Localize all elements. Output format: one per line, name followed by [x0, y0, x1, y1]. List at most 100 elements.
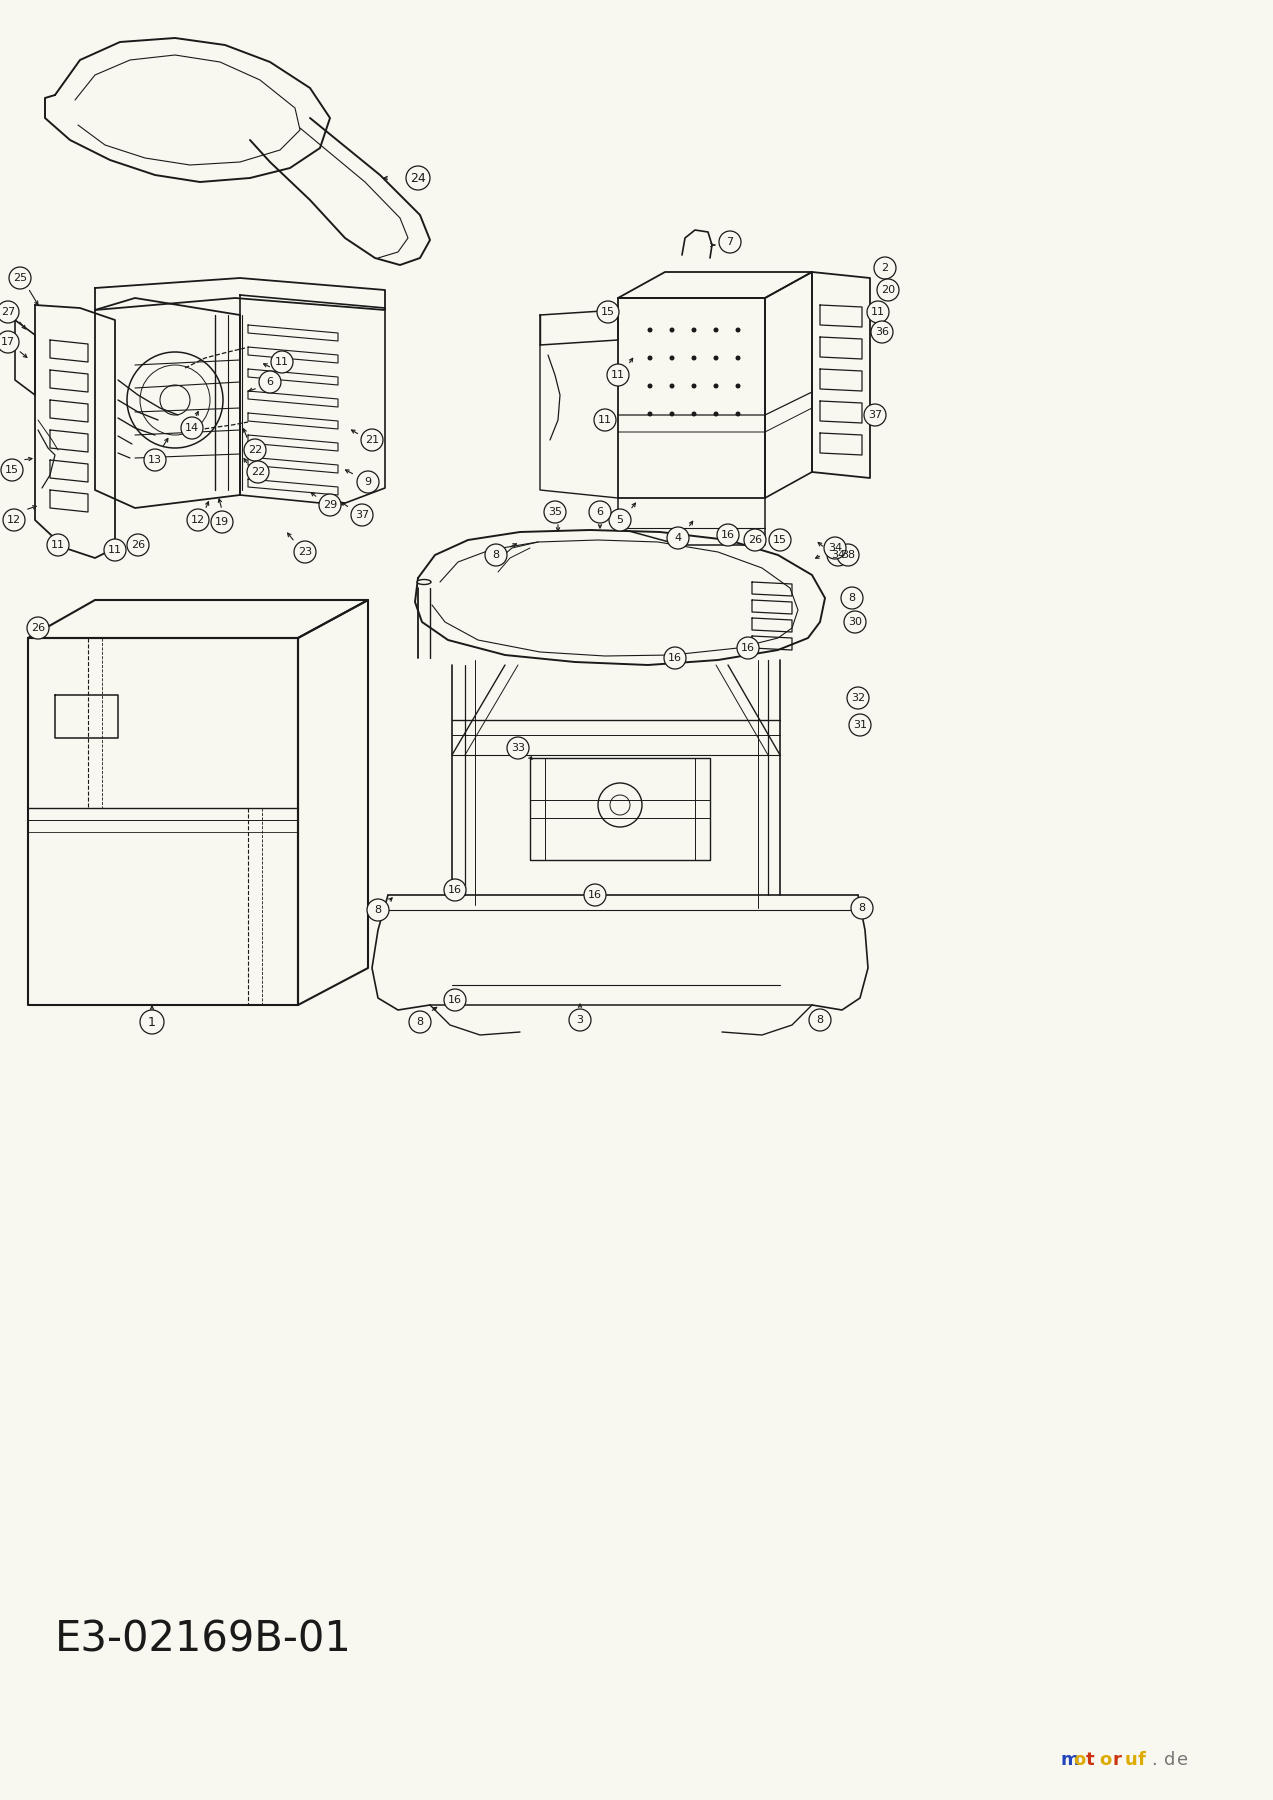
Circle shape: [181, 418, 202, 439]
Text: 8: 8: [816, 1015, 824, 1024]
Text: e: e: [1178, 1751, 1188, 1769]
Circle shape: [356, 472, 379, 493]
Text: 9: 9: [364, 477, 372, 488]
Circle shape: [589, 500, 611, 524]
Circle shape: [351, 504, 373, 526]
Text: 6: 6: [597, 508, 603, 517]
Text: 37: 37: [355, 509, 369, 520]
Circle shape: [844, 610, 866, 634]
Text: 35: 35: [547, 508, 561, 517]
Text: 8: 8: [493, 551, 499, 560]
Text: o: o: [1099, 1751, 1111, 1769]
Text: 11: 11: [611, 371, 625, 380]
Text: 29: 29: [323, 500, 337, 509]
Circle shape: [584, 884, 606, 905]
Text: 8: 8: [416, 1017, 424, 1028]
Text: 23: 23: [298, 547, 312, 556]
Circle shape: [27, 617, 48, 639]
Text: 16: 16: [721, 529, 735, 540]
Circle shape: [691, 328, 696, 333]
Circle shape: [648, 412, 653, 416]
Circle shape: [0, 331, 19, 353]
Text: 13: 13: [148, 455, 162, 464]
Text: 2: 2: [881, 263, 889, 274]
Text: 11: 11: [108, 545, 122, 554]
Circle shape: [736, 356, 741, 360]
Text: 12: 12: [191, 515, 205, 526]
Text: 6: 6: [266, 376, 274, 387]
Circle shape: [367, 898, 390, 922]
Circle shape: [507, 736, 530, 760]
Circle shape: [648, 383, 653, 389]
Text: 15: 15: [5, 464, 19, 475]
Text: 7: 7: [727, 238, 733, 247]
Circle shape: [670, 412, 675, 416]
Text: 36: 36: [875, 328, 889, 337]
Text: 30: 30: [848, 617, 862, 626]
Text: 12: 12: [6, 515, 22, 526]
Circle shape: [258, 371, 281, 392]
Circle shape: [736, 328, 741, 333]
Text: 27: 27: [1, 308, 15, 317]
Text: 31: 31: [853, 720, 867, 731]
Circle shape: [737, 637, 759, 659]
Circle shape: [824, 536, 847, 560]
Text: 21: 21: [365, 436, 379, 445]
Circle shape: [736, 412, 741, 416]
Text: 34: 34: [831, 551, 845, 560]
Circle shape: [444, 988, 466, 1012]
Circle shape: [406, 166, 430, 191]
Circle shape: [769, 529, 791, 551]
Circle shape: [875, 257, 896, 279]
Text: E3-02169B-01: E3-02169B-01: [55, 1618, 351, 1661]
Circle shape: [691, 412, 696, 416]
Circle shape: [187, 509, 209, 531]
Text: 22: 22: [251, 466, 265, 477]
Circle shape: [691, 356, 696, 360]
Circle shape: [841, 587, 863, 608]
Text: 26: 26: [749, 535, 763, 545]
Text: 11: 11: [871, 308, 885, 317]
Circle shape: [362, 428, 383, 452]
Circle shape: [127, 535, 149, 556]
Circle shape: [877, 279, 899, 301]
Text: 24: 24: [410, 171, 426, 185]
Circle shape: [670, 356, 675, 360]
Circle shape: [867, 301, 889, 322]
Circle shape: [409, 1012, 432, 1033]
Text: t: t: [1086, 1751, 1095, 1769]
Text: 8: 8: [848, 592, 855, 603]
Circle shape: [827, 544, 849, 565]
Text: 15: 15: [773, 535, 787, 545]
Text: 16: 16: [668, 653, 682, 662]
Circle shape: [849, 715, 871, 736]
Circle shape: [850, 896, 873, 920]
Text: 11: 11: [51, 540, 65, 551]
Text: 11: 11: [598, 416, 612, 425]
Circle shape: [670, 328, 675, 333]
Circle shape: [743, 529, 766, 551]
Circle shape: [444, 878, 466, 902]
Circle shape: [244, 439, 266, 461]
Text: .: .: [1151, 1751, 1157, 1769]
Circle shape: [648, 356, 653, 360]
Circle shape: [271, 351, 293, 373]
Circle shape: [3, 509, 25, 531]
Circle shape: [597, 301, 619, 322]
Circle shape: [544, 500, 566, 524]
Text: d: d: [1164, 1751, 1175, 1769]
Circle shape: [320, 493, 341, 517]
Circle shape: [247, 461, 269, 482]
Text: 17: 17: [1, 337, 15, 347]
Circle shape: [104, 538, 126, 562]
Circle shape: [736, 383, 741, 389]
Text: 11: 11: [275, 356, 289, 367]
Text: 22: 22: [248, 445, 262, 455]
Circle shape: [717, 524, 740, 545]
Circle shape: [569, 1010, 591, 1031]
Circle shape: [713, 412, 718, 416]
Text: 33: 33: [510, 743, 524, 752]
Circle shape: [648, 328, 653, 333]
Text: 15: 15: [601, 308, 615, 317]
Text: 3: 3: [577, 1015, 583, 1024]
